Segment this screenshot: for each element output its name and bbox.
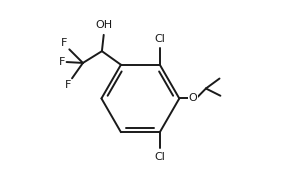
Text: F: F — [65, 80, 71, 90]
Text: Cl: Cl — [154, 152, 165, 162]
Text: O: O — [189, 93, 197, 104]
Text: Cl: Cl — [154, 35, 165, 44]
Text: F: F — [61, 38, 67, 48]
Text: OH: OH — [95, 20, 112, 30]
Text: F: F — [58, 57, 65, 67]
